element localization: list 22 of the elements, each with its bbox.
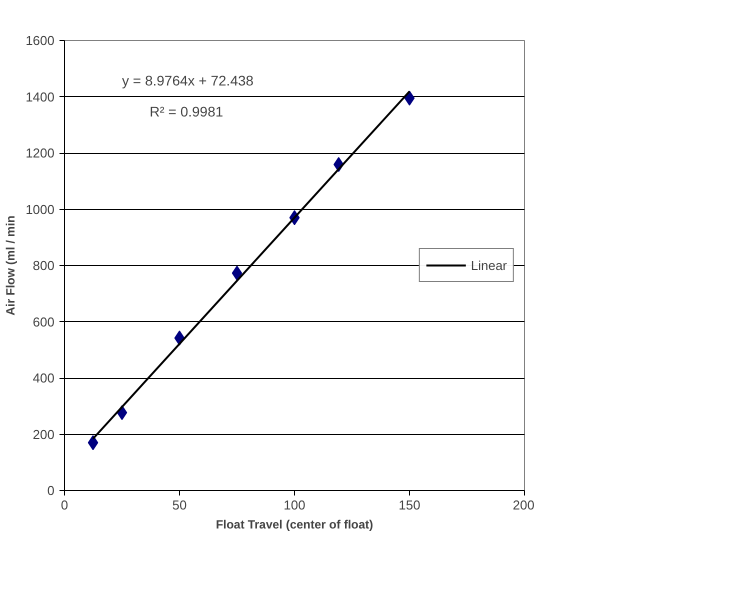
y-tick-label: 1200 [26,146,54,160]
y-axis-title: Air Flow (ml / min [4,215,18,316]
y-tick-label: 400 [32,370,55,386]
x-tick-label: 100 [284,498,306,512]
x-tick-label: 200 [512,498,535,512]
point [404,90,415,106]
y-tick-label: 0 [47,483,55,498]
annotation: R² = 0.9981 [150,103,224,120]
y-tick-label: 200 [32,426,55,442]
y-tick-label: 600 [32,314,55,330]
legend-label: Linear [470,258,507,272]
x-tick-label: 150 [398,498,420,512]
x-axis-title: Float Travel (center of float) [216,518,374,532]
x-tick-label: 50 [172,498,187,512]
y-tick-label: 1600 [26,33,54,48]
y-tick-label: 1000 [26,202,54,217]
y-tick-label: 1400 [26,89,54,104]
y-tick-label: 800 [32,258,55,273]
point [232,266,242,281]
annotation: y = 8.9764x + 72.438 [122,72,254,88]
x-tick-label: 0 [60,498,68,512]
point [88,435,98,450]
